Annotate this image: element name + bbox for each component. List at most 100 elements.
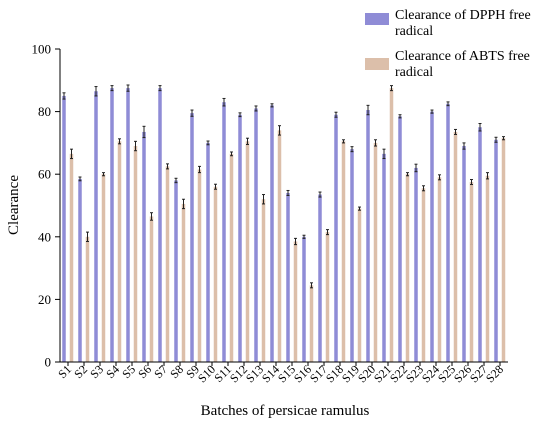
y-tick-label: 80: [38, 104, 51, 119]
error-bar: [70, 148, 73, 160]
error-bar: [270, 103, 274, 108]
bar-abts-s8: [181, 203, 186, 362]
bar-dpph-s19: [350, 149, 354, 362]
bar-dpph-s14: [270, 105, 274, 362]
bar-dpph-s28: [494, 139, 498, 362]
bar-dpph-s8: [174, 180, 178, 362]
bar-dpph-s17: [318, 194, 322, 362]
bar-dpph-s21: [382, 153, 386, 362]
error-bar: [238, 112, 242, 118]
bar-dpph-s18: [334, 114, 338, 362]
error-bar: [350, 146, 354, 153]
bar-dpph-s3: [94, 91, 98, 362]
error-bar: [454, 128, 457, 135]
error-bar: [102, 172, 105, 177]
bar-abts-s18: [341, 141, 346, 362]
y-tick-label: 0: [45, 355, 52, 370]
error-bar: [366, 104, 370, 116]
bar-abts-s7: [165, 166, 170, 362]
error-bar: [430, 109, 434, 114]
error-bar: [294, 237, 297, 246]
error-bar: [390, 85, 393, 92]
error-bar: [86, 231, 89, 242]
bar-dpph-s13: [254, 108, 258, 362]
error-bar: [222, 97, 226, 107]
bar-dpph-s24: [430, 111, 434, 362]
error-bar: [438, 174, 441, 181]
bar-abts-s12: [245, 141, 250, 362]
bar-dpph-s1: [62, 95, 66, 362]
error-bar: [414, 163, 418, 173]
bar-abts-s9: [197, 169, 202, 362]
error-bar: [382, 148, 386, 160]
bar-abts-s1: [69, 153, 74, 362]
bar-abts-s6: [149, 216, 154, 362]
error-bar: [142, 125, 146, 139]
bar-abts-s11: [229, 153, 234, 362]
bar-abts-s21: [389, 88, 394, 362]
bar-abts-s2: [85, 236, 90, 362]
bar-abts-s20: [373, 142, 378, 362]
y-tick-label: 100: [32, 42, 52, 57]
bar-abts-s26: [469, 182, 474, 362]
error-bar: [190, 109, 194, 117]
bar-abts-s5: [133, 146, 138, 362]
error-bar: [206, 140, 210, 146]
y-tick-label: 40: [38, 229, 51, 244]
error-bars-layer: [62, 84, 505, 289]
error-bar: [62, 92, 66, 100]
bar-dpph-s5: [126, 88, 130, 362]
bar-dpph-s25: [446, 103, 450, 363]
error-bar: [302, 234, 306, 239]
bar-abts-s15: [293, 241, 298, 362]
error-bar: [262, 194, 265, 205]
legend-label-dpph-line2: radical: [395, 24, 433, 39]
error-bar: [446, 101, 450, 107]
bar-dpph-s9: [190, 113, 194, 362]
error-bar: [398, 114, 402, 119]
bar-dpph-s26: [462, 146, 466, 362]
bar-dpph-s23: [414, 167, 418, 362]
y-tick-label: 20: [38, 292, 51, 307]
bar-abts-s28: [501, 138, 506, 362]
legend-swatch-abts: [365, 58, 389, 70]
legend-label-dpph: Clearance of DPPH free radical: [395, 8, 534, 39]
bar-dpph-s10: [206, 142, 210, 362]
bar-abts-s14: [277, 130, 282, 362]
error-bar: [422, 185, 425, 192]
x-ticks: S1S2S3S4S5S6S7S8S9S10S11S12S13S14S15S16S…: [55, 362, 506, 385]
error-bar: [334, 111, 338, 118]
bar-dpph-s11: [222, 102, 226, 363]
error-bar: [214, 183, 217, 190]
error-bar: [286, 189, 290, 196]
error-bar: [342, 139, 345, 144]
error-bar: [278, 125, 281, 136]
error-bar: [78, 176, 82, 182]
bar-dpph-s12: [238, 114, 242, 362]
error-bar: [150, 212, 153, 221]
bar-abts-s17: [325, 232, 330, 362]
legend-label-dpph-line1: Clearance of DPPH free: [395, 8, 531, 23]
error-bar: [118, 138, 121, 145]
legend: Clearance of DPPH free radical Clearance…: [365, 8, 534, 80]
error-bar: [134, 140, 137, 152]
bar-abts-s10: [213, 186, 218, 362]
error-bar: [230, 151, 233, 157]
bar-abts-s16: [309, 285, 314, 362]
x-axis-title: Batches of persicae ramulus: [201, 403, 370, 419]
y-axis-title: Clearance: [6, 175, 22, 235]
error-bar: [182, 198, 185, 210]
bar-abts-s23: [421, 188, 426, 362]
error-bar: [158, 85, 162, 92]
bars-layer: [62, 88, 506, 363]
legend-label-abts: Clearance of ABTS free radical: [395, 49, 533, 80]
error-bar: [470, 179, 473, 186]
error-bar: [174, 177, 178, 184]
error-bar: [486, 172, 489, 180]
error-bar: [502, 136, 505, 141]
error-bar: [494, 136, 498, 143]
bar-abts-s24: [437, 177, 442, 362]
error-bar: [126, 84, 130, 92]
error-bar: [358, 206, 361, 211]
